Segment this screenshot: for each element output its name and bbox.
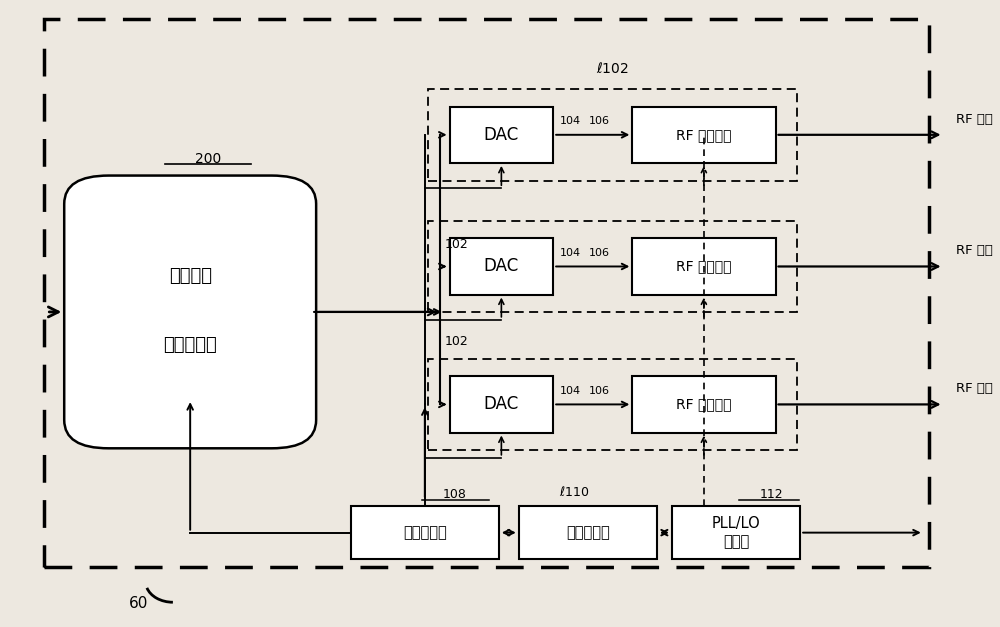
Text: RF 上变换器: RF 上变换器 (676, 128, 732, 142)
Text: 104: 104 (559, 386, 581, 396)
Text: 时钟生成器: 时钟生成器 (403, 525, 447, 540)
Text: 102: 102 (445, 335, 468, 348)
Text: RF 输出: RF 输出 (956, 245, 993, 257)
Text: 200: 200 (195, 152, 221, 166)
Text: 112: 112 (760, 488, 784, 501)
Bar (672, 506, 800, 559)
Text: $\ell$110: $\ell$110 (559, 485, 589, 498)
Bar (450, 376, 553, 433)
Text: RF 输出: RF 输出 (956, 382, 993, 395)
Bar (428, 359, 797, 450)
Bar (428, 89, 797, 181)
Text: 106: 106 (589, 248, 610, 258)
Bar (450, 238, 553, 295)
Text: RF 输出: RF 输出 (956, 113, 993, 125)
Text: 104: 104 (559, 248, 581, 258)
Text: 106: 106 (589, 116, 610, 126)
Bar (428, 221, 797, 312)
Text: DAC: DAC (484, 126, 519, 144)
Text: 108: 108 (443, 488, 466, 501)
Text: RF 上变换器: RF 上变换器 (676, 260, 732, 273)
Bar (450, 107, 553, 163)
Text: 数字化波形: 数字化波形 (163, 335, 217, 354)
Text: PLL/LO
生成器: PLL/LO 生成器 (712, 517, 760, 549)
Bar (632, 238, 776, 295)
Text: DAC: DAC (484, 396, 519, 413)
Text: 预加载的: 预加载的 (169, 268, 212, 285)
Text: 102: 102 (445, 238, 468, 251)
FancyBboxPatch shape (64, 176, 316, 448)
Text: 104: 104 (559, 116, 581, 126)
Text: 基准振荡器: 基准振荡器 (566, 525, 610, 540)
Text: 60: 60 (129, 596, 148, 611)
Text: DAC: DAC (484, 258, 519, 275)
Text: 106: 106 (589, 386, 610, 396)
Text: RF 上变换器: RF 上变换器 (676, 398, 732, 411)
Bar (351, 506, 499, 559)
Bar (632, 107, 776, 163)
Bar (44, 19, 929, 567)
Bar (632, 376, 776, 433)
Text: $\ell$102: $\ell$102 (596, 61, 629, 76)
Bar (519, 506, 657, 559)
